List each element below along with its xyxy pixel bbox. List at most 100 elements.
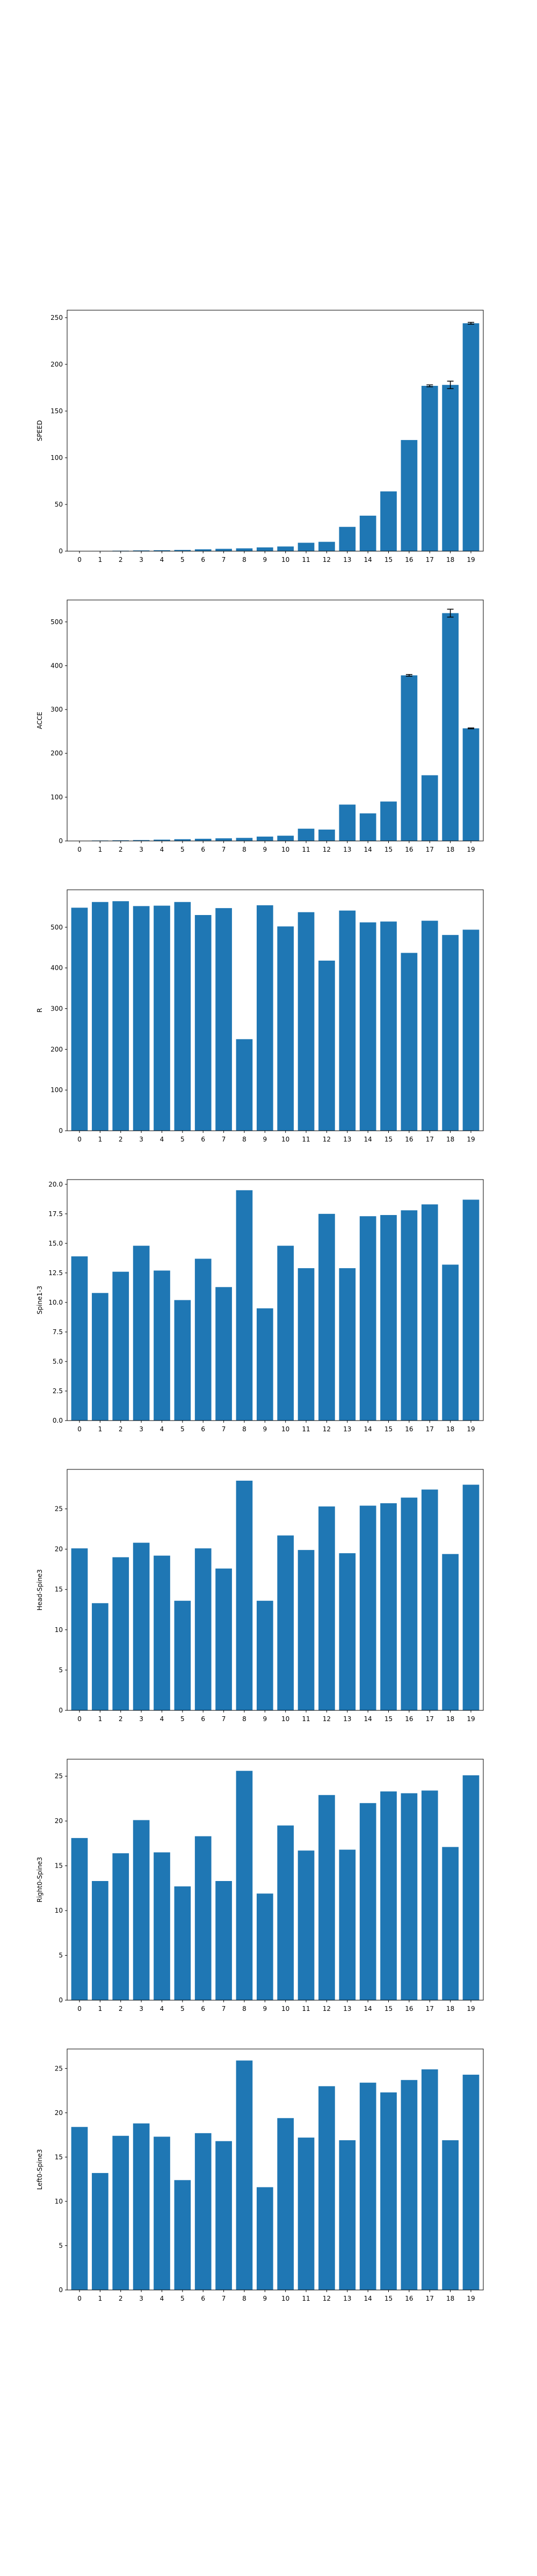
bar-6 xyxy=(194,2133,212,2290)
x-tick-label: 3 xyxy=(139,846,143,853)
bar-16 xyxy=(401,2080,418,2290)
y-tick-label: 10.0 xyxy=(48,1299,63,1306)
bar-8 xyxy=(236,1770,253,2000)
error-bar-17 xyxy=(426,384,433,387)
x-tick-label: 8 xyxy=(242,1715,246,1723)
x-tick-label: 8 xyxy=(242,556,246,564)
plot-frame xyxy=(67,1179,484,1421)
bar-6 xyxy=(194,915,212,1131)
bar-7 xyxy=(215,1287,232,1421)
x-tick-label: 15 xyxy=(384,1715,393,1723)
x-tick-label: 18 xyxy=(446,1425,454,1433)
bar-14 xyxy=(359,813,376,841)
bar-17 xyxy=(421,775,438,841)
plot-frame xyxy=(67,310,484,552)
x-tick-label: 5 xyxy=(180,1425,185,1433)
x-tick-label: 19 xyxy=(467,1715,475,1723)
x-tick-label: 18 xyxy=(446,1715,454,1723)
y-tick-label: 0 xyxy=(59,547,63,555)
chart-panel-5: 0 1 2 3 4 5 6 7 8 9 10 11 12 13 14 15 16 17 18 190510152025… xyxy=(36,1759,484,2012)
bar-15 xyxy=(380,1215,397,1421)
bar-10 xyxy=(277,1825,294,2000)
x-tick-label: 3 xyxy=(139,1136,143,1143)
bar-2 xyxy=(112,1271,129,1421)
error-bar-18 xyxy=(447,609,454,618)
bar-12 xyxy=(318,1213,335,1421)
x-tick-label: 18 xyxy=(446,1136,454,1143)
y-tick-label: 17.5 xyxy=(48,1210,63,1218)
x-tick-label: 11 xyxy=(302,2005,310,2012)
y-tick-label: 150 xyxy=(50,407,63,415)
bar-18 xyxy=(442,935,459,1131)
x-tick-label: 2 xyxy=(119,1136,123,1143)
error-bar-19 xyxy=(467,321,474,325)
bar-0 xyxy=(71,1548,88,1710)
x-tick-label: 5 xyxy=(180,2295,185,2302)
bar-13 xyxy=(339,2140,356,2290)
x-tick-label: 16 xyxy=(405,2005,413,2012)
x-tick-label: 16 xyxy=(405,1715,413,1723)
bar-3 xyxy=(133,2123,150,2290)
x-tick-label: 11 xyxy=(302,2295,310,2302)
x-tick-label: 9 xyxy=(263,1715,267,1723)
x-tick-label: 6 xyxy=(201,2295,205,2302)
x-tick-label: 10 xyxy=(281,2295,289,2302)
x-tick-label: 1 xyxy=(98,2005,103,2012)
chart-panel-2: 0 1 2 3 4 5 6 7 8 9 10 11 12 13 14 15 16 17 18 190100200300… xyxy=(36,889,484,1143)
bar-17 xyxy=(421,1489,438,1710)
x-tick-label: 10 xyxy=(281,1715,289,1723)
bar-7 xyxy=(215,908,232,1131)
x-tick-label: 15 xyxy=(384,2005,393,2012)
x-tick-label: 16 xyxy=(405,2295,413,2302)
bar-1 xyxy=(92,1603,108,1710)
y-tick-label: 250 xyxy=(50,314,63,321)
bar-13 xyxy=(339,804,356,841)
bar-5 xyxy=(174,1600,191,1710)
y-tick-label: 300 xyxy=(50,1005,63,1012)
x-tick-label: 3 xyxy=(139,1425,143,1433)
bar-3 xyxy=(133,1820,150,2000)
x-tick-label: 1 xyxy=(98,556,103,564)
x-tick-label: 0 xyxy=(77,556,82,564)
x-tick-label: 9 xyxy=(263,2295,267,2302)
x-tick-label: 13 xyxy=(343,846,351,853)
x-tick-label: 6 xyxy=(201,2005,205,2012)
y-tick-label: 15.0 xyxy=(48,1240,63,1247)
x-tick-label: 16 xyxy=(405,556,413,564)
y-tick-label: 10 xyxy=(55,2198,63,2205)
x-tick-label: 4 xyxy=(160,1715,164,1723)
x-tick-label: 13 xyxy=(343,2005,351,2012)
y-tick-label: 5 xyxy=(59,1666,63,1674)
x-tick-label: 8 xyxy=(242,2295,246,2302)
y-tick-label: 15 xyxy=(55,2153,63,2161)
x-tick-label: 8 xyxy=(242,846,246,853)
bar-14 xyxy=(359,1803,376,2000)
y-axis-label: Spine1-3 xyxy=(36,1286,43,1314)
x-tick-label: 7 xyxy=(222,1136,226,1143)
x-tick-label: 2 xyxy=(119,1715,123,1723)
x-tick-label: 19 xyxy=(467,1136,475,1143)
bar-7 xyxy=(215,1568,232,1710)
bar-2 xyxy=(112,1853,129,2000)
x-tick-label: 0 xyxy=(77,1136,82,1143)
x-tick-label: 3 xyxy=(139,556,143,564)
bar-11 xyxy=(297,1268,315,1421)
y-tick-label: 0 xyxy=(59,1127,63,1135)
y-tick-label: 100 xyxy=(50,793,63,801)
bar-8 xyxy=(236,838,253,841)
x-tick-label: 0 xyxy=(77,2295,82,2302)
bar-4 xyxy=(154,905,170,1131)
x-tick-label: 11 xyxy=(302,556,310,564)
x-tick-label: 4 xyxy=(160,846,164,853)
x-tick-label: 10 xyxy=(281,2005,289,2012)
x-tick-label: 10 xyxy=(281,1425,289,1433)
x-tick-label: 3 xyxy=(139,1715,143,1723)
x-tick-label: 12 xyxy=(323,2005,331,2012)
bar-3 xyxy=(133,840,150,841)
bar-14 xyxy=(359,515,376,551)
x-tick-label: 12 xyxy=(323,846,331,853)
bar-14 xyxy=(359,922,376,1131)
x-tick-label: 4 xyxy=(160,1136,164,1143)
x-tick-label: 10 xyxy=(281,846,289,853)
x-tick-label: 6 xyxy=(201,556,205,564)
